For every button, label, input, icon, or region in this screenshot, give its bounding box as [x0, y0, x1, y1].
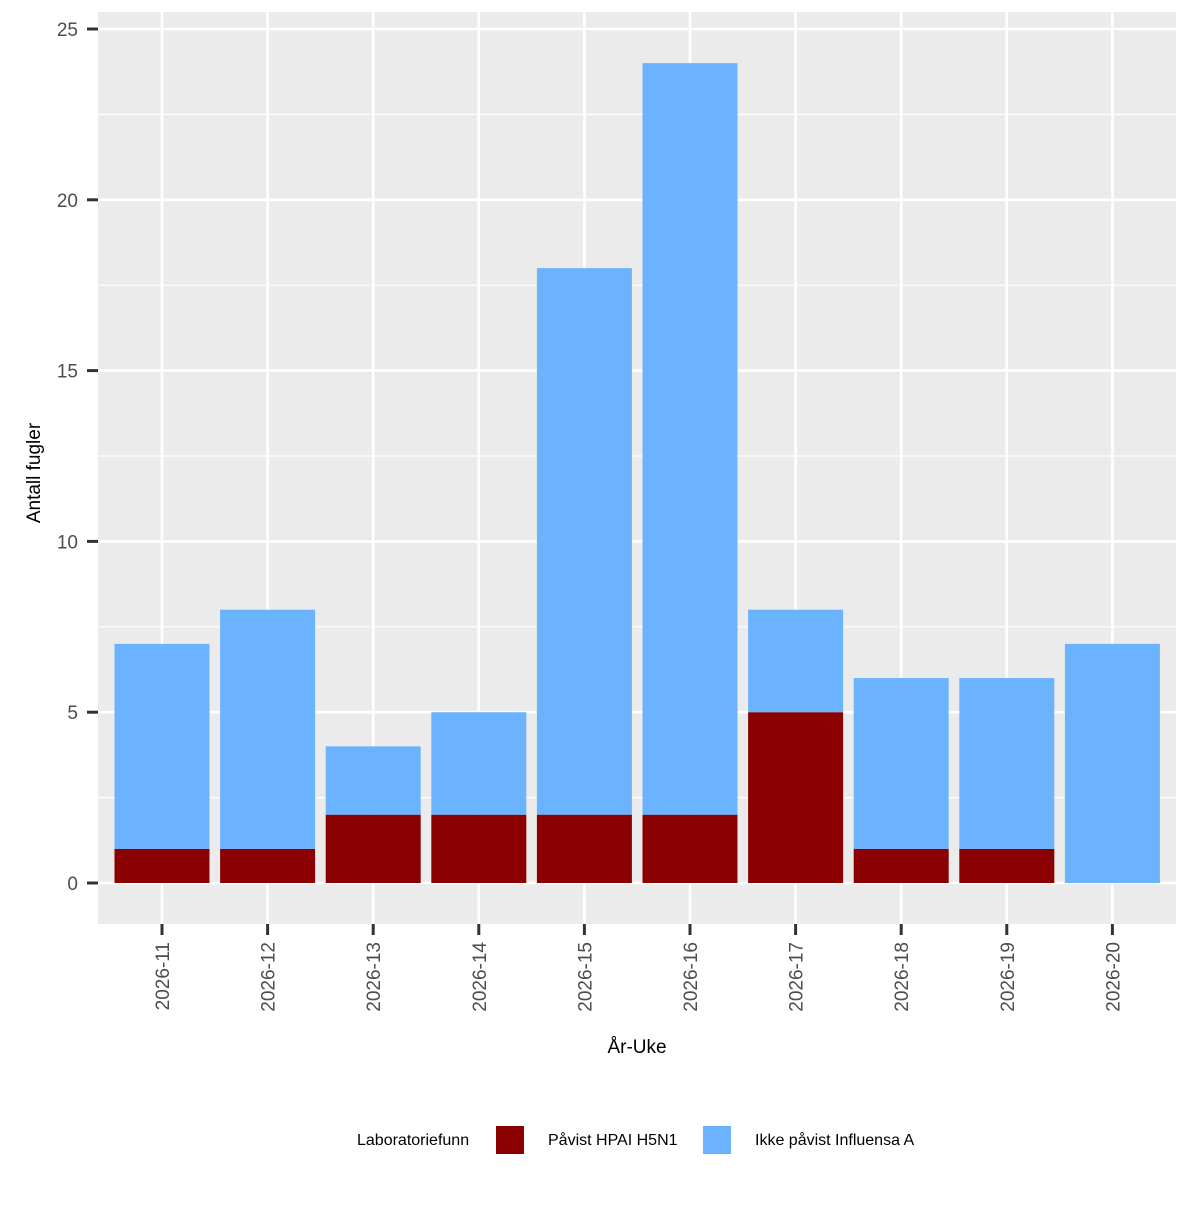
- axes: 0 5 10 15 20 25 2026-11 2026-12 2026-13 2026-14 20…: [57, 20, 1125, 1012]
- legend-label-ikke-pavist: Ikke påvist Influensa A: [755, 1131, 915, 1149]
- bar-2026-17-series-1: [748, 609, 844, 713]
- y-tick-label: 15: [57, 362, 78, 383]
- y-axis-title: Antall fugler: [24, 422, 45, 523]
- legend-label-pavist-hpai: Påvist HPAI H5N1: [548, 1131, 678, 1149]
- bar-2026-14-series-1: [431, 712, 527, 815]
- legend-key-pavist-hpai: [494, 1124, 526, 1156]
- bar-2026-19-series-1: [959, 678, 1055, 849]
- bar-2026-20-series-1: [1064, 643, 1160, 883]
- bar-2026-11-series-1: [114, 643, 210, 849]
- x-tick-label: 2026-13: [364, 942, 385, 1012]
- bar-2026-15-series-1: [536, 268, 632, 815]
- bar-2026-12-series-0: [220, 848, 316, 883]
- bar-2026-18-series-1: [853, 678, 949, 849]
- legend-key-ikke-pavist: [701, 1124, 733, 1156]
- x-tick-label: 2026-17: [787, 942, 808, 1012]
- legend: Laboratoriefunn Påvist HPAI H5N1 Ikke på…: [357, 1124, 915, 1156]
- y-tick-label: 5: [67, 703, 78, 724]
- bar-2026-16-series-1: [642, 63, 738, 815]
- x-tick-label: 2026-18: [892, 942, 913, 1012]
- bar-2026-19-series-0: [959, 848, 1055, 883]
- x-tick-label: 2026-16: [681, 942, 702, 1012]
- x-axis-title: År-Uke: [607, 1037, 666, 1058]
- x-tick-label: 2026-19: [998, 942, 1019, 1012]
- bar-2026-18-series-0: [853, 848, 949, 883]
- bars: [114, 63, 1160, 883]
- x-tick-label: 2026-12: [259, 942, 280, 1012]
- bar-2026-16-series-0: [642, 814, 738, 883]
- bar-2026-15-series-0: [536, 814, 632, 883]
- bar-2026-11-series-0: [114, 848, 210, 883]
- legend-title: Laboratoriefunn: [357, 1132, 469, 1149]
- x-tick-label: 2026-14: [470, 942, 491, 1012]
- bar-2026-13-series-0: [325, 814, 421, 883]
- x-tick-label: 2026-15: [575, 942, 596, 1012]
- y-tick-label: 25: [57, 20, 78, 41]
- bar-2026-17-series-0: [748, 712, 844, 883]
- x-tick-label: 2026-11: [153, 942, 174, 1010]
- y-tick-label: 0: [67, 874, 78, 895]
- bar-2026-14-series-0: [431, 814, 527, 883]
- bar-2026-13-series-1: [325, 746, 421, 815]
- y-tick-label: 20: [57, 191, 78, 212]
- bar-2026-12-series-1: [220, 609, 316, 849]
- x-tick-label: 2026-20: [1103, 942, 1124, 1012]
- y-tick-label: 10: [57, 532, 78, 553]
